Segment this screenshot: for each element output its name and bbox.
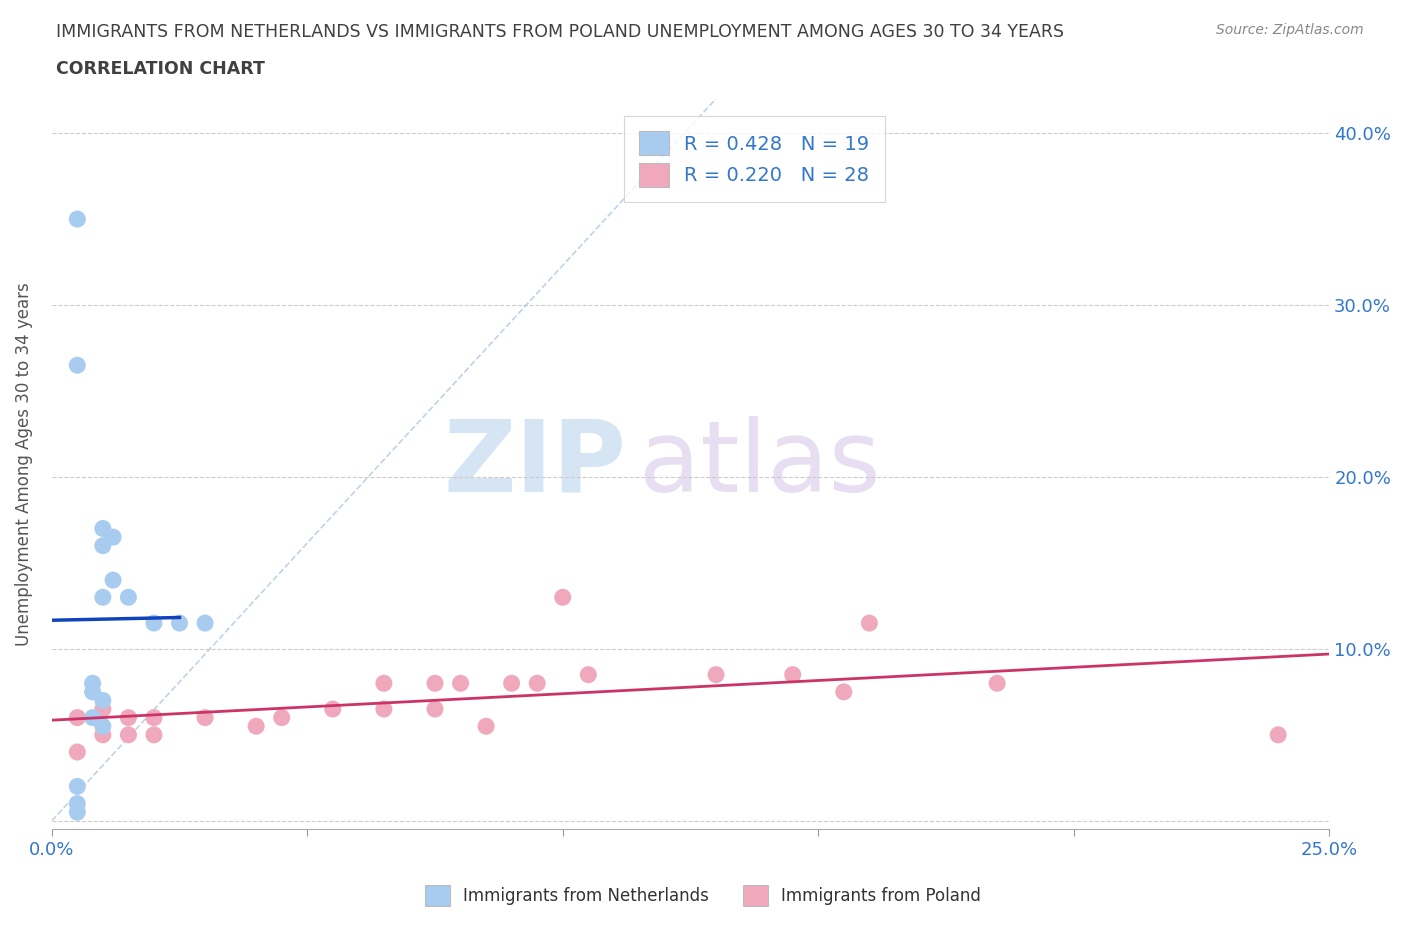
Point [475,719,498,734]
Point [91,727,114,742]
Point [1267,727,1289,742]
Point [142,711,165,725]
Point [82,684,104,699]
Text: ZIP: ZIP [444,416,627,512]
Point [82,676,104,691]
Point [423,676,446,691]
Point [101,530,124,545]
Point [832,684,855,699]
Point [526,676,548,691]
Point [101,573,124,588]
Point [66,212,89,227]
Point [423,701,446,716]
Point [66,358,89,373]
Point [91,701,114,716]
Point [194,711,217,725]
Legend: R = 0.428   N = 19, R = 0.220   N = 28: R = 0.428 N = 19, R = 0.220 N = 28 [624,115,884,202]
Point [91,538,114,553]
Text: CORRELATION CHART: CORRELATION CHART [56,60,266,78]
Point [782,667,804,682]
Legend: Immigrants from Netherlands, Immigrants from Poland: Immigrants from Netherlands, Immigrants … [419,879,987,912]
Point [501,676,523,691]
Point [704,667,727,682]
Point [82,711,104,725]
Point [373,701,395,716]
Point [858,616,880,631]
Point [66,804,89,819]
Point [551,590,574,604]
Point [194,616,217,631]
Point [91,719,114,734]
Point [450,676,472,691]
Text: Source: ZipAtlas.com: Source: ZipAtlas.com [1216,23,1364,37]
Point [117,727,139,742]
Point [142,727,165,742]
Point [169,616,191,631]
Point [117,590,139,604]
Text: IMMIGRANTS FROM NETHERLANDS VS IMMIGRANTS FROM POLAND UNEMPLOYMENT AMONG AGES 30: IMMIGRANTS FROM NETHERLANDS VS IMMIGRANT… [56,23,1064,41]
Y-axis label: Unemployment Among Ages 30 to 34 years: Unemployment Among Ages 30 to 34 years [15,282,32,646]
Point [986,676,1008,691]
Point [270,711,292,725]
Point [373,676,395,691]
Point [322,701,344,716]
Point [142,616,165,631]
Point [66,796,89,811]
Point [66,711,89,725]
Point [91,521,114,536]
Point [66,745,89,760]
Point [91,693,114,708]
Point [245,719,267,734]
Point [91,590,114,604]
Point [576,667,599,682]
Point [66,779,89,794]
Point [117,711,139,725]
Text: atlas: atlas [640,416,882,512]
